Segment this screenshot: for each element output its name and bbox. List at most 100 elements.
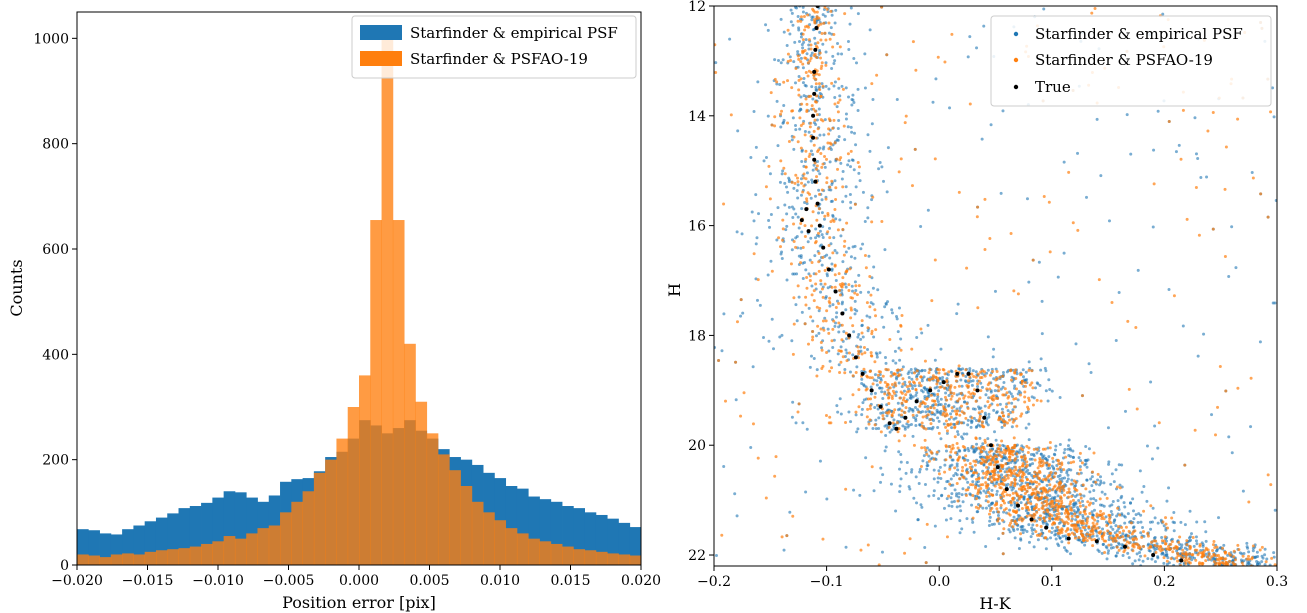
scatter-point bbox=[989, 123, 993, 127]
scatter-point bbox=[994, 482, 998, 486]
scatter-point bbox=[950, 406, 954, 410]
scatter-point bbox=[823, 31, 827, 35]
scatter-point bbox=[825, 309, 829, 313]
scatter-point bbox=[898, 358, 902, 362]
hist-bar-psfao19 bbox=[88, 555, 100, 565]
true-point bbox=[806, 229, 811, 234]
scatter-point bbox=[815, 368, 819, 372]
scatter-point bbox=[918, 470, 922, 474]
scatter-point bbox=[1192, 544, 1196, 548]
scatter-point bbox=[784, 228, 788, 232]
scatter-point bbox=[1079, 496, 1083, 500]
scatter-point bbox=[972, 459, 976, 463]
scatter-point bbox=[717, 359, 721, 363]
scatter-point bbox=[1148, 544, 1152, 548]
scatter-point bbox=[789, 262, 793, 266]
scatter-point bbox=[997, 537, 1001, 541]
hist-bar-psfao19 bbox=[550, 543, 563, 565]
scatter-point bbox=[966, 55, 970, 59]
scatter-point bbox=[1091, 521, 1095, 525]
scatter-point bbox=[1027, 523, 1031, 527]
scatter-point bbox=[1054, 491, 1058, 495]
hist-bar-psfao19 bbox=[494, 520, 507, 565]
scatter-point bbox=[936, 416, 940, 420]
scatter-point bbox=[857, 284, 861, 288]
scatter-point bbox=[1217, 516, 1221, 520]
scatter-point bbox=[990, 488, 994, 492]
scatter-point bbox=[1126, 512, 1130, 516]
scatter-point bbox=[1005, 421, 1009, 425]
scatter-point bbox=[847, 48, 851, 52]
scatter-point bbox=[805, 427, 809, 431]
scatter-point bbox=[917, 482, 921, 486]
scatter-point bbox=[1050, 389, 1054, 393]
scatter-point bbox=[1011, 408, 1015, 412]
scatter-point bbox=[803, 234, 807, 238]
scatter-point bbox=[911, 434, 915, 438]
scatter-point bbox=[833, 102, 837, 106]
scatter-point bbox=[976, 460, 980, 464]
scatter-point bbox=[827, 421, 831, 425]
scatter-point bbox=[1008, 452, 1012, 456]
scatter-point bbox=[919, 402, 923, 406]
scatter-point bbox=[720, 533, 724, 537]
scatter-point bbox=[752, 110, 756, 114]
scatter-point bbox=[796, 180, 800, 184]
scatter-point bbox=[1246, 546, 1250, 550]
scatter-point bbox=[839, 360, 843, 364]
scatter-point bbox=[944, 449, 948, 453]
scatter-point bbox=[982, 458, 986, 462]
scatter-point bbox=[823, 214, 827, 218]
scatter-point bbox=[1019, 532, 1023, 536]
scatter-point bbox=[1087, 503, 1091, 507]
scatter-point bbox=[1183, 559, 1187, 563]
scatter-point bbox=[1090, 538, 1094, 542]
scatter-point bbox=[836, 52, 840, 56]
scatter-point bbox=[1109, 543, 1113, 547]
scatter-point bbox=[818, 56, 822, 60]
scatter-point bbox=[951, 458, 955, 462]
scatter-point bbox=[863, 52, 867, 56]
scatter-point bbox=[770, 269, 774, 273]
scatter-point bbox=[1159, 545, 1163, 549]
scatter-point bbox=[960, 384, 964, 388]
scatter-point bbox=[966, 423, 970, 427]
scatter-point bbox=[813, 36, 817, 40]
hist-bar-psfao19 bbox=[370, 220, 382, 566]
scatter-point bbox=[751, 365, 755, 369]
scatter-point bbox=[1003, 387, 1007, 391]
scatter-point bbox=[977, 477, 981, 481]
scatter-point bbox=[1136, 543, 1140, 547]
scatter-point bbox=[902, 396, 906, 400]
scatter-point bbox=[923, 359, 927, 363]
hist-bar-empirical-psf bbox=[539, 499, 552, 565]
scatter-point bbox=[857, 273, 861, 277]
scatter-point bbox=[1021, 462, 1025, 466]
scatter-point bbox=[868, 274, 872, 278]
scatter-point bbox=[939, 397, 943, 401]
scatter-y-tick-label: 18 bbox=[688, 328, 706, 344]
scatter-point bbox=[1176, 551, 1180, 555]
scatter-point bbox=[1104, 515, 1108, 519]
scatter-point bbox=[817, 251, 821, 255]
scatter-point bbox=[1031, 488, 1035, 492]
scatter-point bbox=[927, 454, 931, 458]
scatter-point bbox=[1008, 530, 1012, 534]
scatter-point bbox=[1211, 543, 1215, 547]
scatter-point bbox=[830, 366, 834, 370]
scatter-point bbox=[913, 406, 917, 410]
scatter-point bbox=[965, 470, 969, 474]
scatter-point bbox=[1091, 470, 1095, 474]
scatter-point bbox=[769, 213, 773, 217]
scatter-point bbox=[908, 487, 912, 491]
scatter-point bbox=[1033, 496, 1037, 500]
scatter-point bbox=[1000, 407, 1004, 411]
scatter-point bbox=[1084, 505, 1088, 509]
scatter-point bbox=[814, 85, 818, 89]
scatter-point bbox=[1112, 521, 1116, 525]
scatter-point bbox=[1030, 493, 1034, 497]
scatter-point bbox=[1054, 444, 1058, 448]
hist-bar-empirical-psf bbox=[629, 527, 642, 565]
scatter-point bbox=[1099, 509, 1103, 513]
scatter-point bbox=[949, 517, 953, 521]
